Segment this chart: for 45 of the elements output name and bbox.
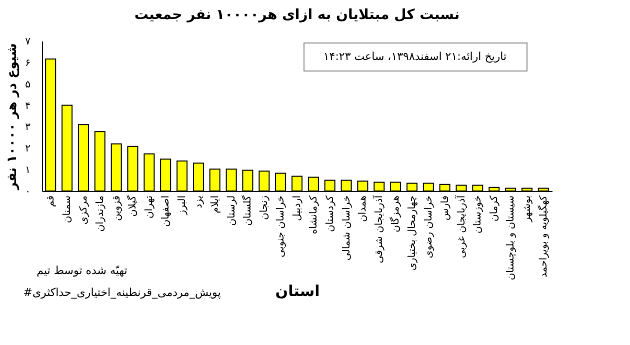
x-tick-label: قم [46,195,57,207]
x-tick-label: فارس [440,195,451,220]
x-tick-label: سمنان [62,196,74,224]
x-tick-label: بوشهر [522,196,533,223]
x-tick-label: کرمان [489,195,500,222]
x-axis-title: استان [275,282,320,300]
x-tick-label: هرمزگان [390,196,402,232]
x-tick-label: ایلام [210,196,221,214]
x-tick-label: کرمانشاه [308,195,320,234]
y-tick-label: ۷ [25,36,32,48]
y-tick-label: ۰ [25,186,30,198]
x-tick-label: آذربایجان شرقی [372,194,386,264]
y-tick-label: ۴ [25,100,30,112]
x-tick-label: مرکزی [78,196,90,224]
x-tick-label: سیستان و بلوچستان [506,196,517,280]
y-axis-title: شیوع در هر ۱۰۰۰۰ نفر [5,43,20,191]
x-tick-label: قزوین [111,195,122,222]
text: #پویش_مردمی_قرنطینه_اختیاری_حداکثری [23,286,221,299]
x-tick-label: یزد [193,195,204,208]
annotation: تاریخ ارائه:۲۱ اسفند۱۳۹۸، ساعت ۱۴:۲۳ [323,50,507,63]
x-tick-label: همدان [358,196,369,222]
x-tick-label: خراسان شمالی [341,196,352,261]
y-tick-label: ۵ [25,79,30,90]
x-tick-label: کهگیلویه و بویراحمد [537,195,550,278]
x-tick-label: اردبیل [292,196,303,221]
x-tick-label: خوزستان [472,196,484,234]
text: تهیّه شده توسط تیم [36,264,128,277]
x-tick-label: گلستان [242,195,254,226]
x-tick-label: لرستان [226,196,238,226]
x-tick-label: آذربایجان غربی [454,194,468,258]
x-tick-label: خراسان جنوبی [276,196,287,258]
y-tick-label: ۱ [25,165,30,176]
y-tick-label: ۳ [25,122,32,134]
chart-title: نسبت کل مبتلایان به ازای هر۱۰۰۰۰ نفر جمعیت [134,7,460,23]
x-tick-label: تهران [144,195,156,219]
x-tick-label: کردستان [324,195,336,232]
x-tick-label: زنجان [259,195,270,220]
x-tick-label: البرز [177,196,188,216]
x-tick-label: مازندران [94,196,106,232]
x-tick-label: چهارمحال بختیاری [406,196,418,270]
x-tick-label: گیلان [126,195,139,217]
x-tick-label: اصفهان [160,196,172,227]
y-tick-label: ۲ [25,144,30,155]
y-tick-label: ۶ [25,58,30,69]
x-tick-label: خراسان رضوی [423,196,434,258]
